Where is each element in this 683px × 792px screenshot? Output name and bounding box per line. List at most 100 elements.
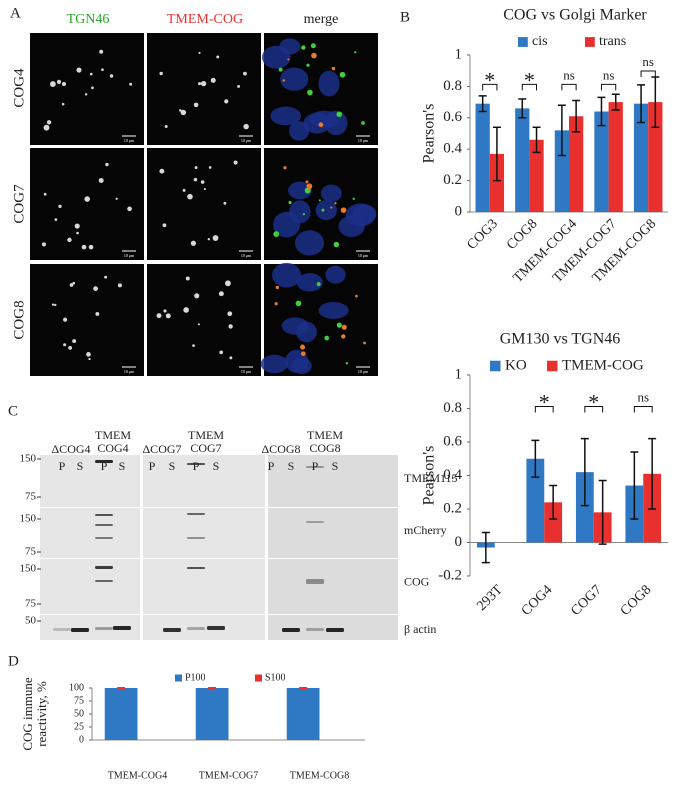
blot (143, 508, 265, 558)
golgi-signal (41, 242, 46, 247)
golgi-signal (321, 208, 325, 212)
golgi-signal (200, 80, 207, 87)
nucleus (272, 262, 302, 288)
y-tick-label: 0.2 (443, 172, 462, 188)
golgi-signal (104, 275, 108, 279)
lane-group-label: TMEM COG7 (188, 428, 224, 455)
golgi-signal (237, 84, 241, 88)
golgi-signal (228, 324, 233, 329)
golgi-signal (187, 193, 193, 200)
lane-label: P (101, 459, 108, 473)
error-bar (637, 84, 646, 124)
blot (268, 615, 398, 640)
chart-title: GM130 vs TGN46 (500, 331, 621, 348)
marker-label: 150 (20, 453, 37, 465)
nucleus (315, 200, 338, 221)
golgi-signal (363, 341, 367, 345)
blot-label: COG (404, 574, 430, 588)
golgi-signal (274, 302, 278, 306)
error-bar (598, 479, 607, 545)
blot-label: β actin (404, 622, 436, 636)
golgi-signal (183, 307, 189, 313)
error-bar (492, 126, 501, 182)
error-bar (557, 104, 566, 157)
golgi-signal (101, 68, 104, 72)
legend-swatch (547, 360, 558, 372)
legend-swatch (490, 360, 501, 372)
bar (648, 102, 663, 212)
scale-bar-label: 10 μm (358, 253, 369, 258)
golgi-signal (76, 231, 79, 235)
golgi-signal (282, 79, 285, 82)
error-bar (572, 99, 581, 133)
golgi-signal (339, 71, 346, 78)
golgi-signal (162, 223, 167, 228)
bar (489, 153, 505, 212)
band (187, 567, 205, 569)
blot-label: TMEM115 (404, 471, 458, 485)
row-label: COG4 (11, 68, 27, 108)
golgi-signal (354, 51, 357, 54)
micrograph (147, 148, 261, 260)
golgi-signal (345, 362, 349, 365)
legend-label: S100 (265, 672, 286, 683)
golgi-signal (307, 89, 313, 96)
nucleus (320, 184, 342, 203)
legend-label: TMEM-COG (562, 357, 644, 373)
golgi-signal (76, 67, 82, 73)
y-tick-label: 0.6 (443, 109, 462, 125)
scale-bar-label: 10 μm (124, 253, 135, 258)
golgi-signal (185, 276, 190, 281)
blot (40, 559, 140, 614)
micrograph (30, 148, 144, 260)
y-tick-label: 0 (455, 203, 463, 219)
golgi-signal (333, 241, 340, 248)
band (282, 628, 300, 632)
lane-group-label: TMEM COG8 (307, 428, 343, 455)
y-tick-label: 0.6 (443, 433, 462, 449)
band (95, 460, 113, 463)
golgi-signal (81, 244, 87, 250)
legend-label: P100 (185, 672, 206, 683)
golgi-signal (84, 196, 90, 202)
marker-label: 50 (25, 615, 37, 627)
panel-label: A (10, 5, 21, 21)
scale-bar-label: 10 μm (241, 253, 252, 258)
lane-label: S (288, 459, 295, 473)
golgi-signal (233, 160, 238, 165)
golgi-signal (164, 125, 168, 128)
golgi-signal (306, 183, 313, 190)
golgi-signal (129, 82, 133, 86)
golgi-signal (223, 201, 227, 205)
golgi-signal (330, 206, 333, 209)
x-tick-label: COG8 (504, 216, 540, 252)
golgi-signal (311, 52, 317, 59)
golgi-signal (63, 317, 68, 322)
scale-bar-label: 10 μm (358, 138, 369, 143)
bar (529, 139, 544, 212)
band (71, 628, 89, 632)
band (326, 628, 344, 632)
y-tick-label: 0.2 (443, 500, 462, 516)
scale-bar-label: 10 μm (241, 369, 252, 374)
nucleus (309, 110, 340, 129)
bar (594, 111, 609, 212)
golgi-signal (300, 344, 306, 350)
x-tick-label: COG8 (618, 582, 654, 618)
x-tick-label: 293T (474, 582, 506, 614)
bar (526, 458, 545, 543)
x-tick-label: COG7 (568, 582, 604, 618)
golgi-signal (198, 82, 202, 86)
bar (515, 108, 530, 212)
significance-label: * (484, 67, 495, 92)
band (95, 524, 113, 526)
row-label: COG7 (11, 184, 27, 224)
band (163, 628, 181, 632)
micrograph (147, 33, 261, 145)
band (187, 537, 205, 539)
golgi-signal (61, 102, 65, 106)
golgi-signal (194, 166, 198, 169)
golgi-signal (306, 63, 310, 67)
golgi-signal (212, 235, 219, 241)
error-bar (299, 686, 308, 690)
